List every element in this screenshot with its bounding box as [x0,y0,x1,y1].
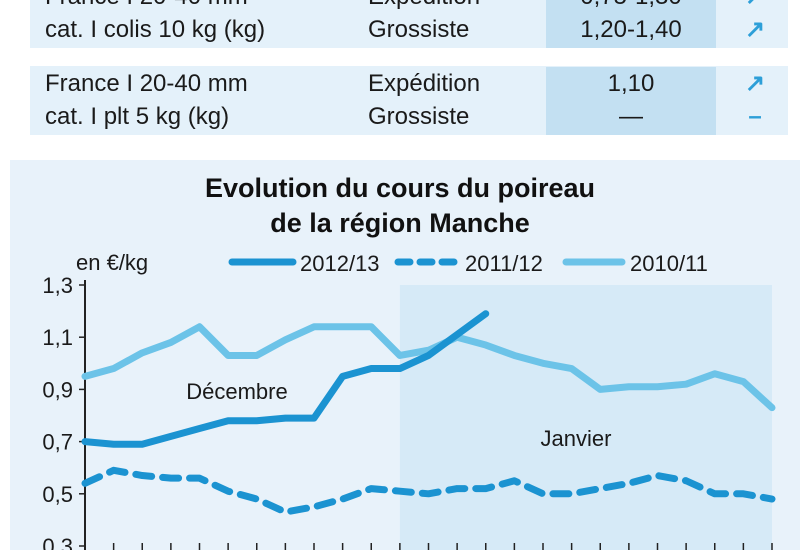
legend-label: 2010/11 [630,251,708,276]
row-separator [30,48,788,66]
annotation-january: Janvier [541,426,612,451]
product-detail: cat. I plt 5 kg (kg) [45,103,230,130]
price-value: — [619,103,643,130]
price-value: 1,20-1,40 [580,16,682,43]
table-row: 0,75-1,30 1,20-1,40 France I 20-40 mm ca… [30,0,788,48]
y-axis-label: en €/kg [76,250,148,275]
product-cell: France I 20-40 mm cat. I plt 5 kg (kg) [45,67,248,133]
legend-label: 2012/13 [300,251,380,276]
product-detail: cat. I colis 10 kg (kg) [45,16,266,43]
price-cell: 0,75-1,30 1,20-1,40 [546,0,716,48]
product-name: France I 20-40 mm [45,0,265,13]
trend-flat-icon: – [748,103,762,130]
legend-label: 2011/12 [465,251,543,276]
series-line-2010-11 [81,323,776,412]
y-tick-label: 1,3 [42,273,73,298]
y-tick-label: 1,1 [42,325,73,350]
y-tick-label: 0,9 [42,377,73,402]
table-row: 1,10 — France I 20-40 mm cat. I plt 5 kg… [30,67,788,135]
price-value: 1,10 [607,70,655,97]
trend-cell: ↗ ↗ [730,0,780,46]
stage-label: Expédition [368,0,480,13]
product-name: France I 20-40 mm [45,70,248,97]
series-line-2011-12 [81,466,776,516]
chart-subtitle: de la région Manche [270,208,530,238]
stage-cell: Expédition Grossiste [368,67,480,133]
trend-up-icon: ↗ [744,16,766,43]
y-tick-label: 0,5 [42,482,73,507]
trend-cell: ↗ – [730,67,780,133]
trend-up-icon: ↗ [730,0,780,13]
series-line-2012-13 [81,310,490,448]
stage-label: Grossiste [368,16,470,43]
annotation-december: Décembre [186,379,287,404]
stage-cell: Expédition Grossiste [368,0,480,46]
price-cell: 1,10 — [546,67,716,135]
trend-up-icon: ↗ [744,70,766,97]
price-table: 0,75-1,30 1,20-1,40 France I 20-40 mm ca… [30,0,788,135]
y-tick-label: 0,3 [42,534,73,550]
chart-title: Evolution du cours du poireau [204,173,595,203]
stage-label: Grossiste [368,103,470,130]
stage-label: Expédition [368,70,481,97]
product-cell: France I 20-40 mm cat. I colis 10 kg (kg… [45,0,265,46]
y-tick-label: 0,7 [42,430,73,455]
january-band [399,285,772,550]
price-value: 0,75-1,30 [546,0,716,13]
